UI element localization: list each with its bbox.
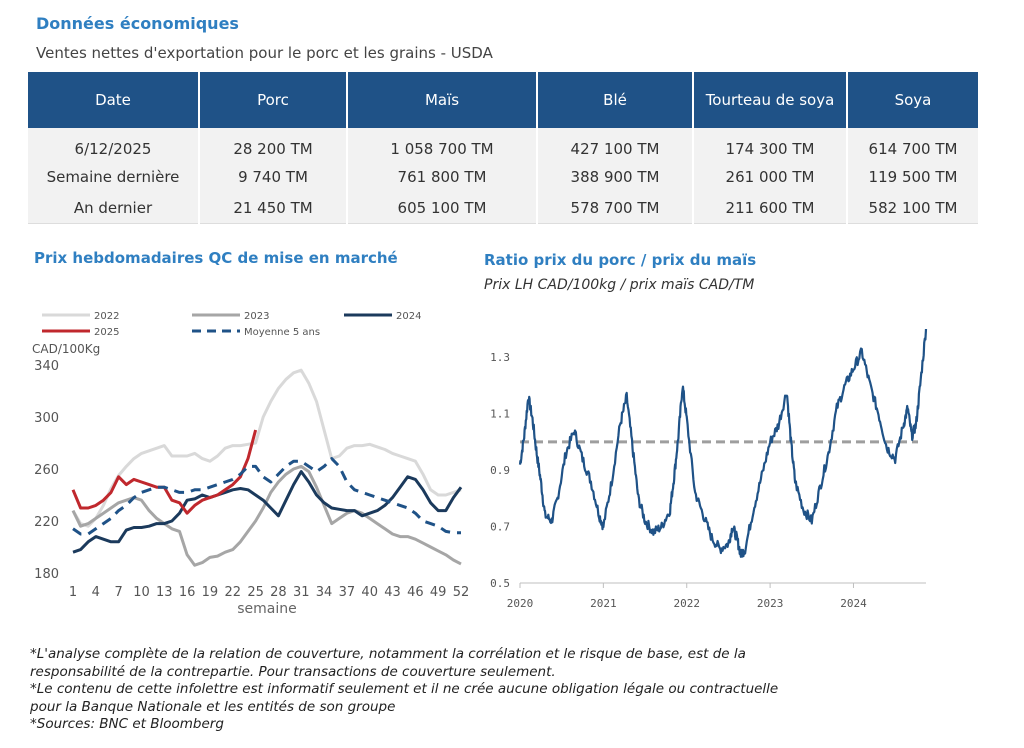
weekly-price-chart: 2022 2023 2024 2025 Moyenne 5 ans CAD/100Kg 18… <box>32 311 470 617</box>
footnote-line: *L'analyse complète de la relation de co… <box>30 646 746 662</box>
page-title: Données économiques <box>36 14 239 33</box>
column-header-soya: Soya <box>847 72 978 128</box>
page-subtitle: Ventes nettes d'exportation pour le porc… <box>36 44 493 62</box>
footnote-line: *Le contenu de cette infolettre est info… <box>30 681 779 697</box>
x-tick-label: 40 <box>361 585 378 600</box>
x-tick-label: 10 <box>133 585 150 600</box>
table-cell: 614 700 TM <box>847 128 978 161</box>
x-tick-label: 13 <box>156 585 173 600</box>
column-header-mais: Maïs <box>347 72 538 128</box>
series-line-moyenne-5-ans <box>72 457 461 536</box>
y-tick-label: 0.5 <box>490 577 510 590</box>
y-tick-label: 260 <box>34 463 59 478</box>
table-cell: 174 300 TM <box>693 128 848 161</box>
legend-label: Moyenne 5 ans <box>244 327 320 338</box>
y-tick-label: 1.1 <box>490 408 510 421</box>
series-line-2022 <box>71 368 462 528</box>
x-tick-label: 2020 <box>507 597 534 610</box>
y-tick-label: 220 <box>34 515 59 530</box>
x-tick-label: 28 <box>270 585 287 600</box>
table-cell: 6/12/2025 <box>28 128 200 161</box>
y-tick-label: 180 <box>34 567 59 582</box>
column-header-date: Date <box>28 72 200 128</box>
table-row: 6/12/2025 28 200 TM 1 058 700 TM 427 100… <box>28 128 978 161</box>
x-tick-label: 25 <box>247 585 264 600</box>
x-tick-label: 37 <box>339 585 356 600</box>
footnote-line: *Sources: BNC et Bloomberg <box>30 716 224 732</box>
table-row: Semaine dernière 9 740 TM 761 800 TM 388… <box>28 161 978 192</box>
x-tick-label: 31 <box>293 585 310 600</box>
x-tick-label: 2022 <box>673 597 700 610</box>
x-tick-label: 43 <box>384 585 401 600</box>
column-header-porc: Porc <box>199 72 348 128</box>
x-tick-label: 52 <box>453 585 470 600</box>
right-chart-title: Ratio prix du porc / prix du maïs <box>484 251 757 269</box>
table-cell: 605 100 TM <box>347 192 538 224</box>
y-tick-label: 300 <box>34 411 59 426</box>
legend-label: 2025 <box>94 327 119 338</box>
ratio-chart: 0.5 0.7 0.9 1.1 1.3 2020 2021 2022 2023 2024 <box>490 328 928 610</box>
y-tick-label: 0.7 <box>490 521 510 534</box>
footnote-line: pour la Banque Nationale et les entités … <box>30 698 396 715</box>
x-tick-label: 34 <box>316 585 333 600</box>
ratio-series-line <box>518 328 928 558</box>
y-tick-label: 0.9 <box>490 464 510 477</box>
x-axis-label: semaine <box>237 601 297 617</box>
export-sales-table: Date Porc Maïs Blé Tourteau de soya Soya… <box>28 72 978 224</box>
y-axis-label: CAD/100Kg <box>32 342 100 356</box>
left-chart-title: Prix hebdomadaires QC de mise en marché <box>34 249 398 267</box>
y-tick-label: 1.3 <box>490 351 510 364</box>
footnote-line: responsabilité de la contrepartie. Pour … <box>30 663 556 680</box>
x-tick-label: 7 <box>115 585 123 600</box>
table-row: An dernier 21 450 TM 605 100 TM 578 700 … <box>28 192 978 224</box>
footnotes: *L'analyse complète de la relation de co… <box>30 646 990 734</box>
x-tick-label: 19 <box>202 585 219 600</box>
table-cell: 388 900 TM <box>537 161 694 192</box>
table-cell: 761 800 TM <box>347 161 538 192</box>
legend-label: 2023 <box>244 311 269 322</box>
x-tick-label: 46 <box>407 585 424 600</box>
table-header-row: Date Porc Maïs Blé Tourteau de soya Soya <box>28 72 978 128</box>
table-cell: Semaine dernière <box>28 161 200 192</box>
series-line-2024 <box>72 470 463 554</box>
table-cell: 28 200 TM <box>199 128 348 161</box>
x-tick-label: 4 <box>92 585 100 600</box>
x-tick-label: 1 <box>69 585 77 600</box>
legend-label: 2024 <box>396 311 421 322</box>
table-cell: 1 058 700 TM <box>347 128 538 161</box>
table-cell: 211 600 TM <box>693 192 848 224</box>
x-tick-label: 2024 <box>840 597 867 610</box>
x-tick-label: 16 <box>179 585 196 600</box>
table-cell: 427 100 TM <box>537 128 694 161</box>
series-line-2023 <box>71 464 462 567</box>
x-tick-label: 22 <box>224 585 241 600</box>
y-tick-label: 340 <box>34 359 59 374</box>
column-header-ble: Blé <box>537 72 694 128</box>
x-tick-label: 49 <box>430 585 447 600</box>
table-cell: 582 100 TM <box>847 192 978 224</box>
table-cell: An dernier <box>28 192 200 224</box>
x-tick-label: 2023 <box>757 597 784 610</box>
legend-label: 2022 <box>94 311 119 322</box>
table-cell: 9 740 TM <box>199 161 348 192</box>
table-cell: 261 000 TM <box>693 161 848 192</box>
right-chart-subtitle: Prix LH CAD/100kg / prix maïs CAD/TM <box>484 277 755 293</box>
x-tick-label: 2021 <box>590 597 617 610</box>
table-cell: 578 700 TM <box>537 192 694 224</box>
column-header-tourteau: Tourteau de soya <box>693 72 848 128</box>
table-cell: 21 450 TM <box>199 192 348 224</box>
table-cell: 119 500 TM <box>847 161 978 192</box>
